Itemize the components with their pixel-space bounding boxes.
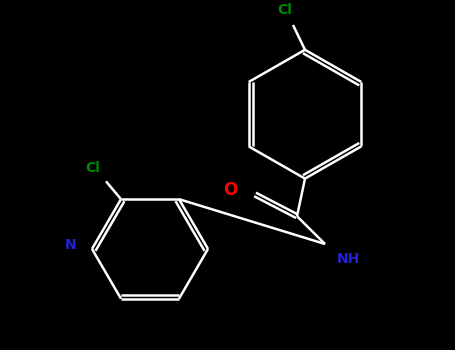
Text: Cl: Cl (278, 3, 293, 17)
Text: NH: NH (337, 252, 360, 266)
Text: N: N (64, 238, 76, 252)
Text: Cl: Cl (85, 161, 100, 175)
Text: O: O (223, 182, 237, 199)
